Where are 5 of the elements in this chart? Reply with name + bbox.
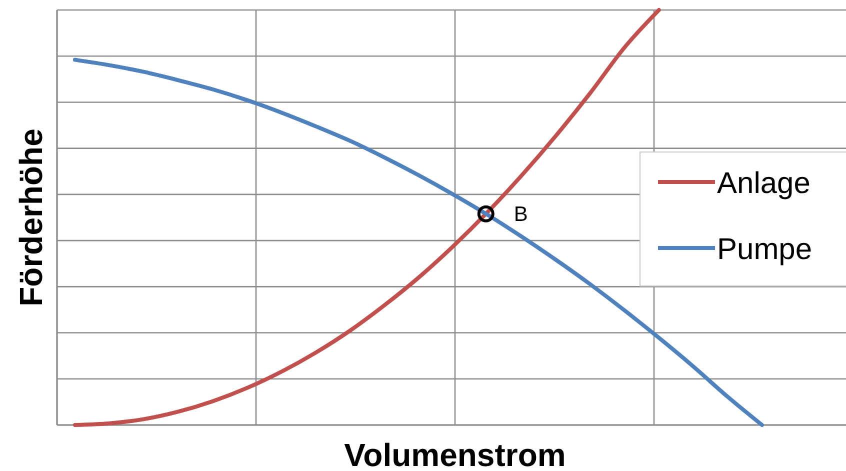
annotation: B (514, 202, 528, 226)
x-axis-title: Volumenstrom (344, 437, 566, 471)
y-axis-title: Förderhöhe (13, 128, 49, 306)
legend-label: Anlage (717, 167, 810, 200)
legend-label: Pumpe (717, 233, 812, 266)
